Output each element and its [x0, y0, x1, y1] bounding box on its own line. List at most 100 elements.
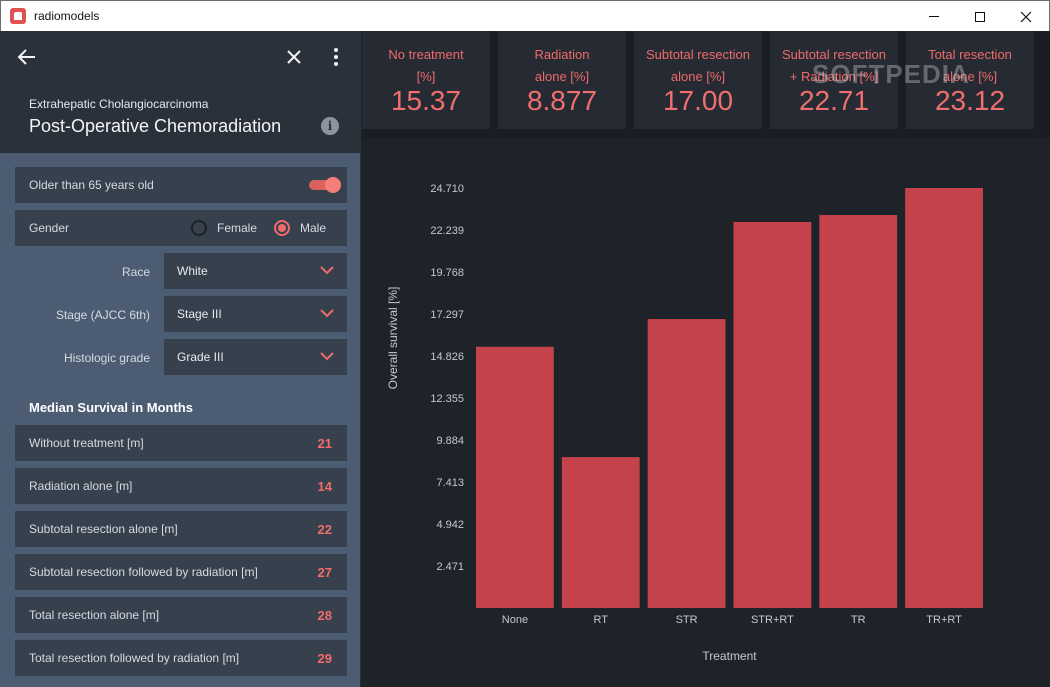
- race-select[interactable]: White: [164, 253, 347, 289]
- maximize-icon: [975, 11, 985, 22]
- gender-radio-female[interactable]: [191, 220, 207, 236]
- card-value: 17.00: [662, 85, 734, 116]
- result-value: 28: [317, 607, 332, 623]
- result-value: 14: [317, 478, 332, 494]
- close-window-button[interactable]: [1003, 1, 1049, 32]
- x-tick-label: STR: [676, 614, 698, 626]
- result-value: 22: [317, 521, 332, 537]
- app-icon: [10, 8, 26, 24]
- title-bar: radiomodels: [0, 0, 1050, 31]
- bar: [647, 319, 726, 608]
- stage-value: Stage III: [177, 307, 222, 321]
- toggle-track: [309, 180, 337, 190]
- gender-row: Gender Female Male: [15, 210, 347, 246]
- card-title: Subtotal resection + Radiation [%]: [781, 47, 887, 84]
- result-label: Radiation alone [m]: [29, 479, 133, 493]
- summary-card: Total resection alone [%] 23.12: [906, 31, 1034, 129]
- x-tick-label: RT: [594, 614, 609, 626]
- close-icon: [1020, 11, 1032, 22]
- window-title: radiomodels: [34, 9, 100, 23]
- close-button[interactable]: [280, 43, 308, 71]
- median-survival-title: Median Survival in Months: [29, 400, 193, 415]
- result-row: Total resection followed by radiation [m…: [15, 640, 347, 676]
- page-title: Post-Operative Chemoradiation: [29, 116, 282, 136]
- bar: [905, 188, 983, 608]
- more-menu-button[interactable]: [326, 43, 346, 71]
- gender-option-female[interactable]: Female: [217, 221, 258, 235]
- results-panel: No treatment [%] 15.37 Radiation alone [%]…: [362, 31, 1050, 687]
- age-toggle-label: Older than 65 years old: [29, 178, 154, 192]
- gender-option-male[interactable]: Male: [300, 221, 327, 235]
- info-icon[interactable]: i: [321, 117, 339, 135]
- toggle-knob: [325, 177, 341, 193]
- window-controls: [911, 1, 1049, 32]
- result-row: Radiation alone [m] 14: [15, 468, 347, 504]
- race-label: Race: [121, 265, 150, 279]
- minimize-button[interactable]: [911, 1, 957, 32]
- y-tick-label: 22.239: [430, 225, 464, 237]
- result-label: Subtotal resection alone [m]: [29, 522, 178, 536]
- close-icon: [287, 50, 301, 64]
- panel-header: Extrahepatic Cholangiocarcinoma Post-Ope…: [0, 31, 361, 153]
- result-label: Total resection alone [m]: [29, 608, 160, 622]
- y-tick-label: 2.471: [436, 561, 464, 573]
- stage-label: Stage (AJCC 6th): [55, 308, 150, 322]
- result-value: 21: [317, 435, 332, 451]
- card-title: Subtotal resection alone [%]: [645, 47, 751, 84]
- result-row: Subtotal resection alone [m] 22: [15, 511, 347, 547]
- y-tick-label: 7.413: [436, 477, 464, 489]
- bar: [733, 221, 812, 608]
- x-tick-label: None: [502, 614, 528, 626]
- y-tick-label: 24.710: [430, 183, 464, 195]
- y-tick-label: 12.355: [430, 393, 464, 405]
- card-value: 23.12: [934, 85, 1006, 116]
- chevron-down-icon: [320, 309, 334, 318]
- bar: [561, 457, 640, 608]
- result-label: Total resection followed by radiation [m…: [29, 651, 240, 665]
- summary-card: Subtotal resection + Radiation [%] 22.71: [770, 31, 898, 129]
- result-row: Without treatment [m] 21: [15, 425, 347, 461]
- y-tick-label: 19.768: [430, 267, 464, 279]
- y-tick-label: 17.297: [430, 309, 464, 321]
- result-row: Total resection alone [m] 28: [15, 597, 347, 633]
- card-value: 8.877: [526, 85, 598, 116]
- age-toggle-row[interactable]: Older than 65 years old: [15, 167, 347, 203]
- chevron-down-icon: [320, 266, 334, 275]
- card-title: No treatment [%]: [388, 47, 464, 84]
- summary-card: No treatment [%] 15.37: [362, 31, 490, 129]
- summary-card: Subtotal resection alone [%] 17.00: [634, 31, 762, 129]
- grade-label: Histologic grade: [63, 351, 150, 365]
- arrow-left-icon: [17, 49, 35, 65]
- back-button[interactable]: [14, 43, 42, 71]
- chevron-down-icon: [320, 352, 334, 361]
- card-title: Radiation alone [%]: [534, 47, 590, 84]
- survival-bar-chart: 2.471 4.942 7.413 9.884 12.355 14.826 17.297 19…: [386, 183, 983, 663]
- result-row: Subtotal resection followed by radiation…: [15, 554, 347, 590]
- card-value: 22.71: [798, 85, 870, 116]
- gender-radio-male[interactable]: [274, 220, 290, 236]
- maximize-button[interactable]: [957, 1, 1003, 32]
- summary-cards: No treatment [%] 15.37 Radiation alone [%]…: [362, 31, 1050, 138]
- more-vert-icon: [334, 48, 338, 66]
- result-label: Without treatment [m]: [29, 436, 144, 450]
- bar: [476, 346, 554, 608]
- minimize-icon: [929, 16, 939, 17]
- x-tick-label: TR+RT: [926, 614, 962, 626]
- y-tick-label: 14.826: [430, 351, 464, 363]
- bar: [819, 215, 898, 608]
- grade-select[interactable]: Grade III: [164, 339, 347, 375]
- result-value: 27: [317, 564, 332, 580]
- age-toggle-switch[interactable]: [309, 177, 341, 193]
- left-panel: Extrahepatic Cholangiocarcinoma Post-Ope…: [0, 31, 361, 687]
- y-tick-label: 9.884: [436, 435, 464, 447]
- y-axis-title: Overall survival [%]: [386, 287, 400, 390]
- y-tick-label: 4.942: [436, 519, 464, 531]
- card-title: Total resection alone [%]: [928, 47, 1012, 84]
- result-label: Subtotal resection followed by radiation…: [29, 565, 258, 579]
- summary-card: Radiation alone [%] 8.877: [498, 31, 626, 129]
- stage-select[interactable]: Stage III: [164, 296, 347, 332]
- result-value: 29: [317, 650, 332, 666]
- grade-value: Grade III: [177, 350, 224, 364]
- card-value: 15.37: [390, 85, 462, 116]
- watermark: SOFTPEDIA: [812, 59, 970, 89]
